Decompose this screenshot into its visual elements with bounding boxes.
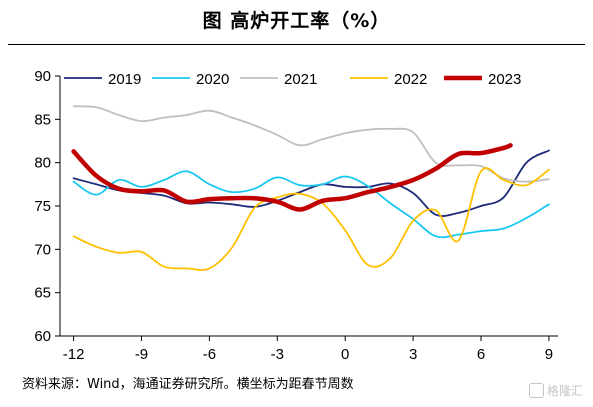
x-tick-label: -12	[63, 346, 85, 363]
source-note: 资料来源：Wind，海通证券研究所。横坐标为距春节周数	[22, 377, 354, 392]
y-tick-label: 60	[34, 328, 51, 345]
legend-label-2020: 2020	[196, 71, 229, 88]
legend-label-2019: 2019	[108, 71, 141, 88]
y-tick-label: 80	[34, 155, 51, 172]
x-tick-label: -3	[271, 346, 284, 363]
legend: 2019 2020 2021 2022 2023	[64, 71, 521, 88]
x-tick-label: -9	[135, 346, 148, 363]
x-tick-label: 3	[409, 346, 417, 363]
y-tick-label: 70	[34, 241, 51, 258]
axes: 60 65 70 75 80 85 90 -12 -9 -6 -3 0 3 6 9	[34, 68, 558, 363]
watermark-text: 格隆汇	[546, 384, 583, 398]
x-tick-label: 0	[341, 346, 349, 363]
x-tick-label: 9	[545, 346, 553, 363]
series-line-2021	[72, 105, 550, 183]
y-tick-label: 90	[34, 68, 51, 85]
gelonghui-logo-icon	[528, 383, 544, 398]
series-line-2023	[71, 143, 513, 212]
series-line-2020	[72, 170, 550, 239]
title-divider	[8, 44, 585, 45]
y-tick-label: 65	[34, 285, 51, 302]
y-tick-label: 75	[34, 198, 51, 215]
series-line-2022	[72, 167, 550, 271]
y-tick-label: 85	[34, 111, 51, 128]
series-layer	[71, 105, 550, 271]
chart-title: 图 高炉开工率（%）	[202, 10, 391, 32]
legend-label-2023: 2023	[488, 71, 521, 88]
legend-label-2021: 2021	[284, 71, 317, 88]
watermark: 格隆汇	[528, 382, 583, 399]
x-tick-label: -6	[203, 346, 216, 363]
legend-label-2022: 2022	[394, 71, 427, 88]
x-tick-label: 6	[477, 346, 485, 363]
